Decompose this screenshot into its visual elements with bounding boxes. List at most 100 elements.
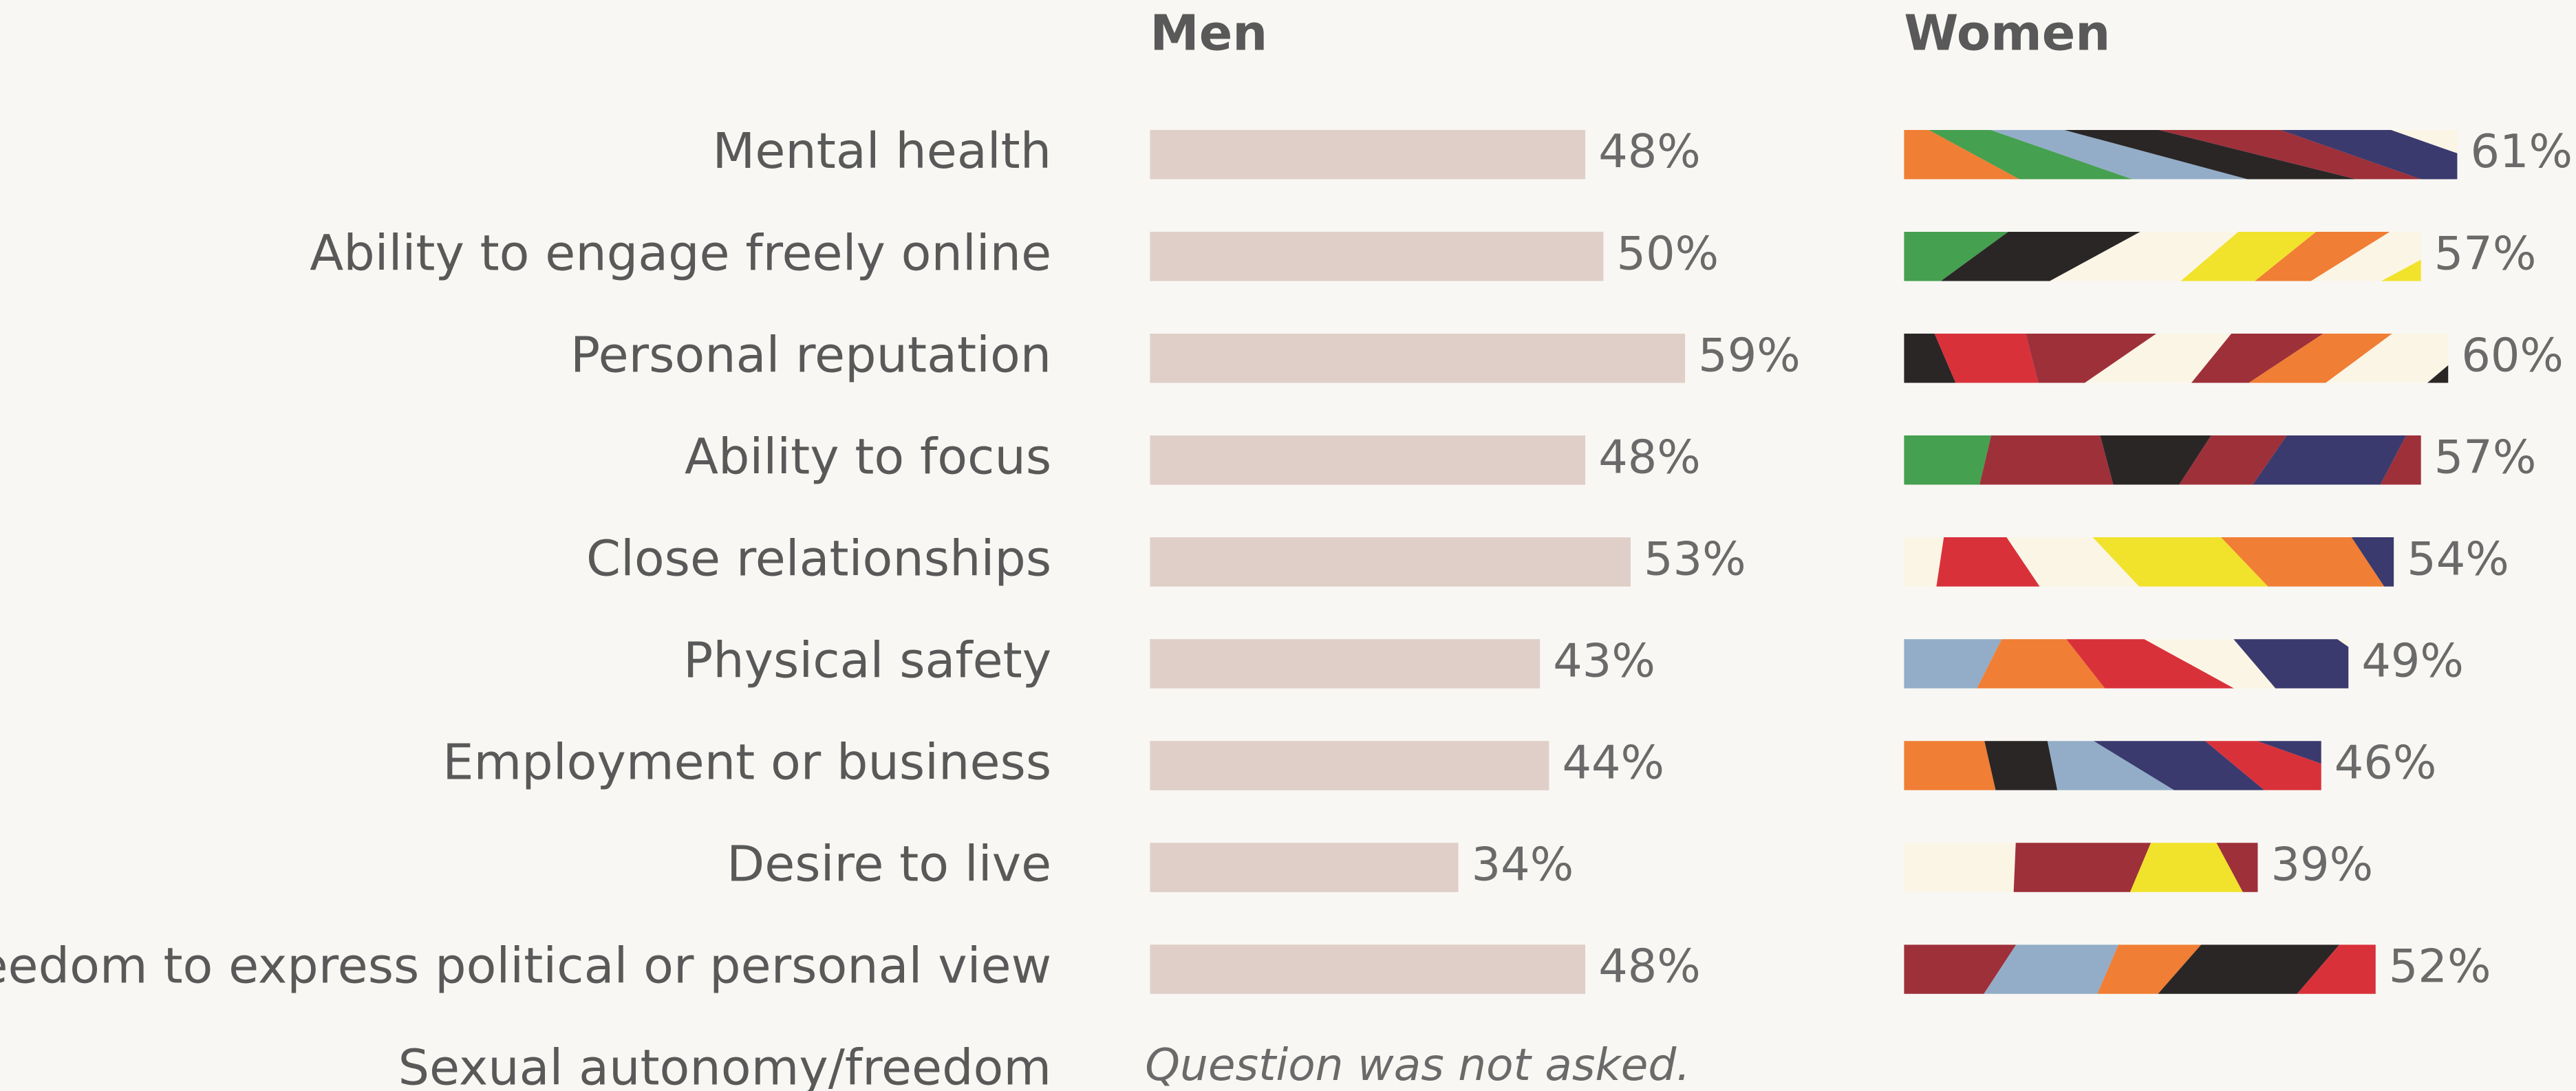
value-label: 52% [2389, 940, 2491, 993]
category-label: Close relationships [586, 530, 1051, 587]
category-label: Desire to live [727, 836, 1051, 893]
bar-patch [2050, 231, 2239, 281]
bar-patch [1984, 944, 2119, 994]
bar-patch [1929, 129, 2133, 180]
bar-patch [2006, 537, 2140, 587]
bar-patch [2427, 365, 2449, 383]
bar-patch [2337, 639, 2349, 647]
value-label: 53% [1644, 532, 1746, 585]
bar-patch [2205, 741, 2321, 790]
value-label: 49% [2361, 634, 2464, 687]
bar [1150, 741, 1549, 790]
category-label: Physical safety [683, 631, 1051, 689]
bar-patch [1904, 843, 2016, 892]
bar-patch [2026, 333, 2157, 383]
bar-patch [1940, 231, 2140, 281]
bar-patch [1904, 129, 2020, 180]
bar-patch [2063, 129, 2357, 180]
bar-patch [1977, 639, 2105, 689]
bar [1904, 333, 2449, 383]
value-label: 57% [2434, 430, 2537, 484]
bar-patch [2129, 843, 2243, 892]
bar-patch [2297, 944, 2376, 994]
bar-patch [2351, 537, 2394, 587]
bar-patch [2013, 843, 2151, 892]
bar-patch [2381, 259, 2421, 281]
bar [1904, 741, 2321, 790]
bar-patch [1979, 435, 2114, 485]
value-label: 50% [1617, 226, 1719, 280]
category-label: Personal reputation [570, 326, 1051, 383]
value-label: 48% [1598, 125, 1701, 178]
bar-patch [1904, 231, 2008, 281]
bar [1150, 129, 1586, 180]
bar-patch [2248, 333, 2392, 383]
bar-patch [1936, 537, 2040, 587]
value-label: 48% [1598, 940, 1701, 993]
bar-patch [2066, 639, 2235, 689]
bar-patch [2393, 537, 2394, 538]
value-label: 57% [2434, 226, 2537, 280]
bar-patch [2255, 231, 2390, 281]
note: Question was not asked. [1145, 1039, 1690, 1091]
value-label: 46% [2334, 736, 2437, 790]
bar-patch [2158, 944, 2340, 994]
bar-patch [2233, 639, 2349, 689]
bar-patch [2380, 435, 2421, 485]
value-label: 54% [2407, 532, 2509, 585]
bar [1150, 639, 1541, 689]
bar [1150, 435, 1586, 485]
bar-patch [2391, 129, 2458, 153]
bar [1904, 639, 2349, 689]
value-label: 34% [1472, 838, 1574, 892]
bar-patch [2253, 435, 2407, 485]
bar [1904, 843, 2258, 892]
series-header: Men [1150, 4, 1267, 61]
bar [1904, 435, 2421, 485]
bar [1904, 537, 2394, 587]
bar-patch [2191, 333, 2323, 383]
bar-patch [1934, 333, 2039, 383]
bar [1150, 944, 1586, 994]
bar-patch [1904, 333, 1956, 383]
bar-patch [2094, 741, 2265, 790]
bar-patch [1904, 639, 2002, 689]
bar [1904, 129, 2458, 180]
bar-patch [1990, 129, 2248, 180]
category-label: Ability to engage freely online [310, 224, 1051, 281]
bar-patch [2216, 843, 2258, 892]
category-label: Freedom to express political or personal… [0, 938, 1051, 995]
bar-patch [2047, 741, 2175, 790]
bar-patch [2092, 537, 2268, 587]
value-label: 60% [2461, 328, 2564, 382]
category-label: Employment or business [442, 733, 1051, 790]
value-label: 44% [1562, 736, 1664, 790]
bar-patch [2179, 435, 2287, 485]
series-header: Women [1904, 4, 2110, 61]
bar-patch [2085, 333, 2232, 383]
bar [1150, 231, 1604, 281]
category-label: Mental health [713, 122, 1052, 180]
category-label: Ability to focus [685, 428, 1051, 485]
bar-patch [2326, 333, 2449, 383]
bar [1904, 944, 2376, 994]
bar-patch [1904, 537, 1944, 587]
bar-patch [1984, 741, 2058, 790]
bar-patch [2100, 435, 2211, 485]
value-label: 61% [2471, 125, 2573, 178]
bar-patch [1904, 435, 1992, 485]
bar [1150, 843, 1459, 892]
bar-patch [2144, 639, 2276, 689]
bar-patch [2280, 129, 2458, 180]
bar-patch [1904, 944, 2017, 994]
bar-patch [1904, 741, 1996, 790]
bar [1150, 537, 1631, 587]
bar-patch [2180, 231, 2317, 281]
bar [1904, 231, 2421, 281]
value-label: 59% [1698, 328, 1801, 382]
bar [1150, 333, 1686, 383]
value-label: 43% [1553, 634, 1655, 687]
bar-patch [2257, 741, 2321, 764]
